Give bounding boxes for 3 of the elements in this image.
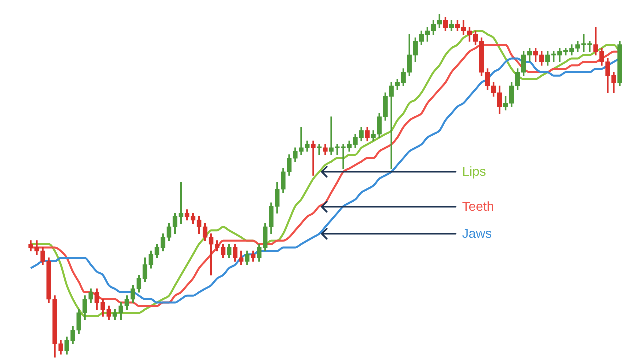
text: Lips — [462, 164, 486, 180]
text: Teeth — [462, 198, 494, 215]
text: Jaws — [462, 226, 492, 242]
